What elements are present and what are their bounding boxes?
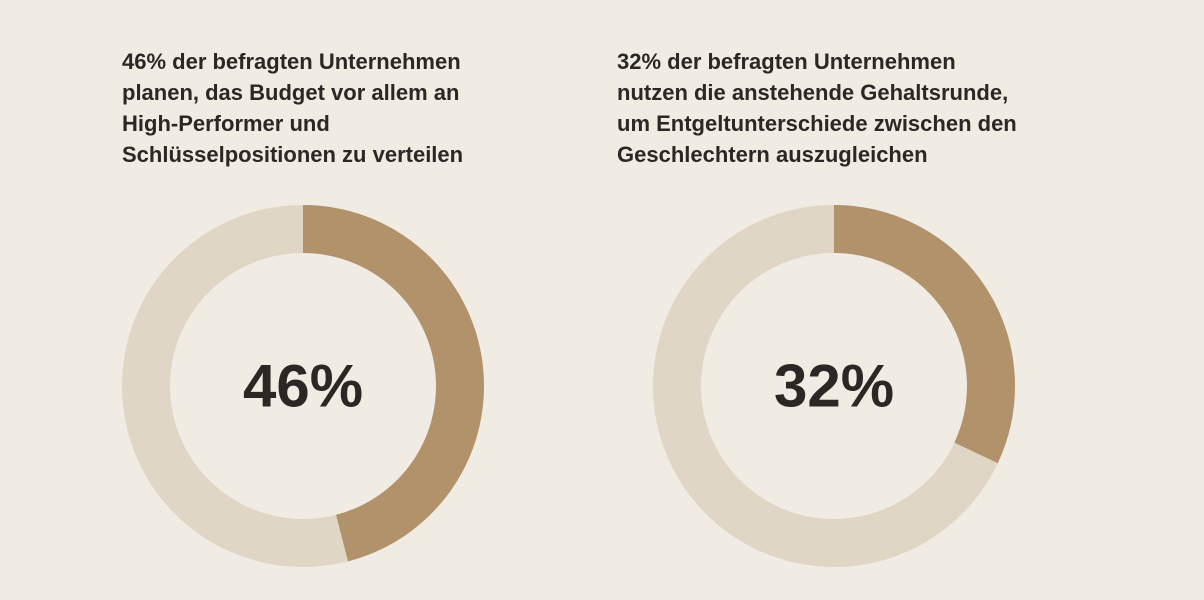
donut-slice-highlight: [833, 205, 1015, 464]
chart-title-line: Schlüsselpositionen zu verteilen: [122, 142, 464, 167]
chart-title-line: Geschlechtern auszugleichen: [617, 142, 928, 167]
donut-center-value: 32%: [774, 353, 894, 420]
chart-title-line: um Entgeltunterschiede zwischen den: [617, 111, 1017, 136]
chart-panel-gender-pay: 32% der befragten Unternehmen nutzen die…: [617, 0, 1177, 600]
chart-title-line: 46% der befragten Unternehmen: [122, 49, 461, 74]
chart-title-line: 32% der befragten Unternehmen: [617, 49, 956, 74]
donut-chart: 46%: [122, 205, 484, 567]
chart-title-line: High-Performer und: [122, 111, 330, 136]
chart-title: 46% der befragten Unternehmen planen, da…: [122, 46, 602, 170]
chart-title-line: nutzen die anstehende Gehaltsrunde,: [617, 80, 1009, 105]
chart-panel-budget: 46% der befragten Unternehmen planen, da…: [122, 0, 682, 600]
donut-slice-highlight: [302, 205, 484, 562]
donut-center-value: 46%: [243, 353, 363, 420]
donut-chart: 32%: [653, 205, 1015, 567]
chart-title: 32% der befragten Unternehmen nutzen die…: [617, 46, 1097, 170]
chart-title-line: planen, das Budget vor allem an: [122, 80, 460, 105]
